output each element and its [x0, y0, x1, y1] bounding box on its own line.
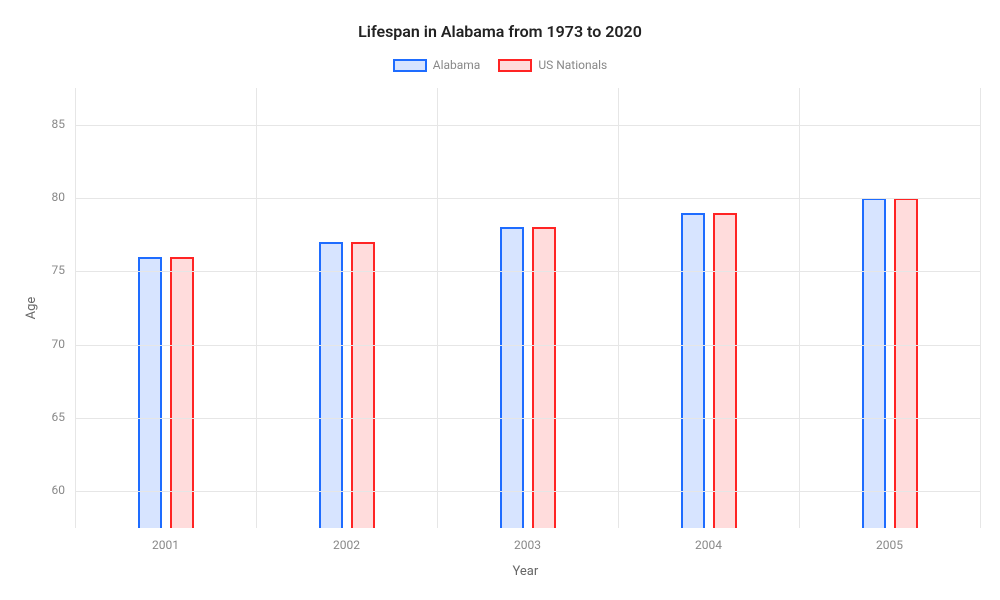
legend-label-us-nationals: US Nationals	[538, 58, 607, 72]
y-tick-label: 65	[35, 410, 65, 424]
x-tick-label: 2002	[333, 538, 360, 552]
grid-line-v	[256, 88, 257, 528]
y-tick-label: 85	[35, 117, 65, 131]
legend-swatch-alabama	[393, 59, 427, 72]
grid-line-v	[75, 88, 76, 528]
x-tick-label: 2003	[514, 538, 541, 552]
bar-alabama	[681, 213, 705, 528]
x-tick-label: 2001	[152, 538, 179, 552]
y-tick-label: 70	[35, 337, 65, 351]
grid-line-v	[799, 88, 800, 528]
bar-us-nationals	[894, 198, 918, 528]
grid-line-h	[75, 345, 980, 346]
legend-item-alabama: Alabama	[393, 58, 481, 72]
plot-area	[75, 88, 980, 528]
bar-us-nationals	[170, 257, 194, 528]
legend-label-alabama: Alabama	[433, 58, 481, 72]
grid-line-h	[75, 491, 980, 492]
legend-item-us-nationals: US Nationals	[498, 58, 607, 72]
grid-line-h	[75, 418, 980, 419]
grid-line-h	[75, 198, 980, 199]
bar-alabama	[500, 227, 524, 528]
y-tick-label: 60	[35, 483, 65, 497]
grid-line-h	[75, 271, 980, 272]
grid-line-v	[618, 88, 619, 528]
chart-title: Lifespan in Alabama from 1973 to 2020	[0, 22, 1000, 41]
x-axis-label: Year	[513, 564, 539, 579]
bar-us-nationals	[351, 242, 375, 528]
grid-line-h	[75, 125, 980, 126]
bar-us-nationals	[532, 227, 556, 528]
legend-swatch-us-nationals	[498, 59, 532, 72]
grid-line-v	[980, 88, 981, 528]
bars-layer	[75, 88, 980, 528]
bar-alabama	[138, 257, 162, 528]
bar-us-nationals	[713, 213, 737, 528]
bar-alabama	[319, 242, 343, 528]
grid-line-v	[437, 88, 438, 528]
y-tick-label: 80	[35, 190, 65, 204]
y-axis-label: Age	[24, 297, 39, 320]
x-tick-label: 2004	[695, 538, 722, 552]
x-tick-label: 2005	[876, 538, 903, 552]
lifespan-bar-chart: Lifespan in Alabama from 1973 to 2020 Al…	[0, 0, 1000, 600]
chart-legend: Alabama US Nationals	[0, 58, 1000, 72]
y-tick-label: 75	[35, 263, 65, 277]
bar-alabama	[862, 198, 886, 528]
